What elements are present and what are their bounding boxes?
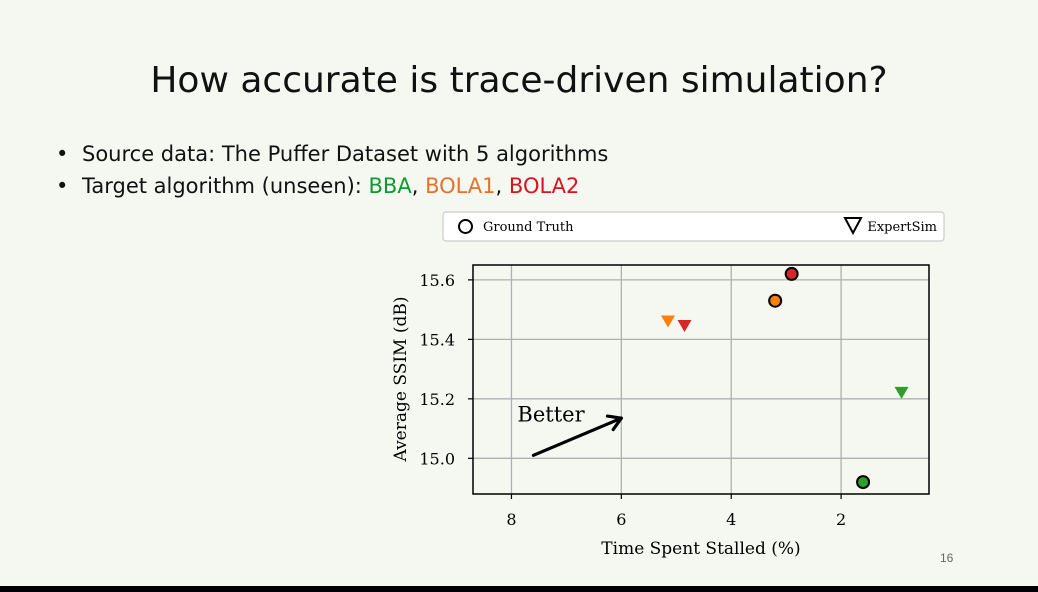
chart-ticks: 8 6 4 2 15.0 15.2 15.4 15.6 bbox=[419, 271, 846, 529]
slide-title: How accurate is trace-driven simulation? bbox=[150, 60, 888, 101]
y-tick-label: 15.4 bbox=[419, 330, 455, 349]
y-tick-label: 15.2 bbox=[419, 390, 455, 409]
y-tick-label: 15.6 bbox=[419, 271, 455, 290]
algorithm-bba: BBA bbox=[368, 174, 412, 198]
bullet-target-prefix: Target algorithm (unseen): bbox=[82, 174, 369, 198]
x-tick-label: 8 bbox=[506, 510, 516, 529]
x-tick-label: 2 bbox=[836, 510, 846, 529]
algorithm-separator: , bbox=[495, 174, 509, 198]
bullet-source-data: • Source data: The Puffer Dataset with 5 … bbox=[56, 138, 608, 170]
y-tick-label: 15.0 bbox=[419, 449, 455, 468]
expertsim-point bbox=[677, 319, 692, 332]
x-tick-label: 4 bbox=[726, 510, 736, 529]
bullet-source-text: Source data: The Puffer Dataset with 5 a… bbox=[82, 142, 609, 166]
algorithm-separator: , bbox=[411, 174, 426, 198]
y-axis-label: Average SSIM (dB) bbox=[391, 296, 411, 462]
page-number: 16 bbox=[940, 551, 954, 565]
algorithm-bola1: BOLA1 bbox=[425, 174, 496, 198]
legend-ground-truth-label: Ground Truth bbox=[483, 220, 574, 235]
ground-truth-point bbox=[768, 293, 783, 308]
legend-triangle-marker bbox=[843, 217, 863, 236]
legend-circle-marker bbox=[458, 219, 473, 234]
chart-legend: Ground Truth ExpertSim bbox=[442, 211, 945, 242]
algorithm-bola2: BOLA2 bbox=[508, 174, 580, 198]
x-tick-label: 6 bbox=[616, 510, 626, 529]
bullet-dot: • bbox=[56, 142, 69, 166]
expertsim-point bbox=[661, 315, 676, 328]
ground-truth-point bbox=[784, 266, 799, 281]
legend-box bbox=[442, 211, 945, 242]
expertsim-point bbox=[894, 386, 909, 399]
bottom-bar bbox=[0, 586, 1038, 592]
data-points bbox=[661, 266, 909, 490]
better-arrow-shaft bbox=[531, 416, 623, 457]
better-arrow-head bbox=[605, 414, 623, 432]
legend-expertsim-label: ExpertSim bbox=[867, 220, 937, 235]
chart-grid bbox=[473, 265, 929, 494]
better-label: Better bbox=[517, 402, 585, 426]
ground-truth-point bbox=[856, 475, 871, 490]
x-axis-label: Time Spent Stalled (%) bbox=[601, 539, 800, 559]
plot-frame bbox=[472, 264, 930, 495]
bullet-target-algorithm: • Target algorithm (unseen): BBA, BOLA1, … bbox=[56, 170, 608, 202]
bullet-dot: • bbox=[56, 174, 69, 198]
bullet-list: • Source data: The Puffer Dataset with 5 … bbox=[56, 138, 608, 202]
better-annotation: Better bbox=[517, 402, 623, 457]
